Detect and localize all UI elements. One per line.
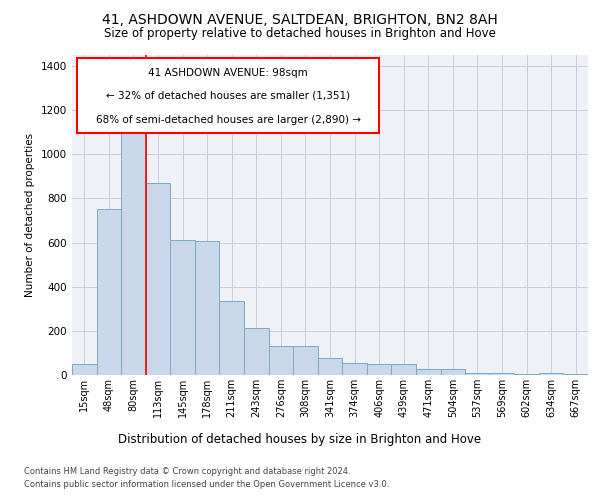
Bar — [244, 328, 269, 375]
Bar — [195, 242, 220, 375]
Text: 68% of semi-detached houses are larger (2,890) →: 68% of semi-detached houses are larger (… — [95, 115, 361, 125]
Text: Contains public sector information licensed under the Open Government Licence v3: Contains public sector information licen… — [24, 480, 389, 489]
Bar — [318, 358, 342, 375]
Text: 41, ASHDOWN AVENUE, SALTDEAN, BRIGHTON, BN2 8AH: 41, ASHDOWN AVENUE, SALTDEAN, BRIGHTON, … — [102, 12, 498, 26]
Bar — [440, 369, 465, 375]
Bar — [220, 301, 244, 375]
Bar — [342, 363, 367, 375]
Bar — [490, 373, 514, 375]
Bar — [293, 346, 318, 375]
Text: Size of property relative to detached houses in Brighton and Hove: Size of property relative to detached ho… — [104, 28, 496, 40]
Text: ← 32% of detached houses are smaller (1,351): ← 32% of detached houses are smaller (1,… — [106, 91, 350, 101]
Bar — [146, 183, 170, 375]
Bar — [367, 364, 391, 375]
Bar — [170, 240, 195, 375]
Bar — [563, 374, 588, 375]
FancyBboxPatch shape — [77, 58, 379, 134]
Bar — [72, 364, 97, 375]
Text: 41 ASHDOWN AVENUE: 98sqm: 41 ASHDOWN AVENUE: 98sqm — [148, 68, 308, 78]
Bar — [97, 210, 121, 375]
Bar — [465, 373, 490, 375]
Bar — [269, 346, 293, 375]
Text: Distribution of detached houses by size in Brighton and Hove: Distribution of detached houses by size … — [118, 432, 482, 446]
Bar — [416, 369, 440, 375]
Y-axis label: Number of detached properties: Number of detached properties — [25, 133, 35, 297]
Bar — [539, 373, 563, 375]
Bar — [391, 364, 416, 375]
Bar — [514, 374, 539, 375]
Text: Contains HM Land Registry data © Crown copyright and database right 2024.: Contains HM Land Registry data © Crown c… — [24, 468, 350, 476]
Bar — [121, 132, 146, 375]
